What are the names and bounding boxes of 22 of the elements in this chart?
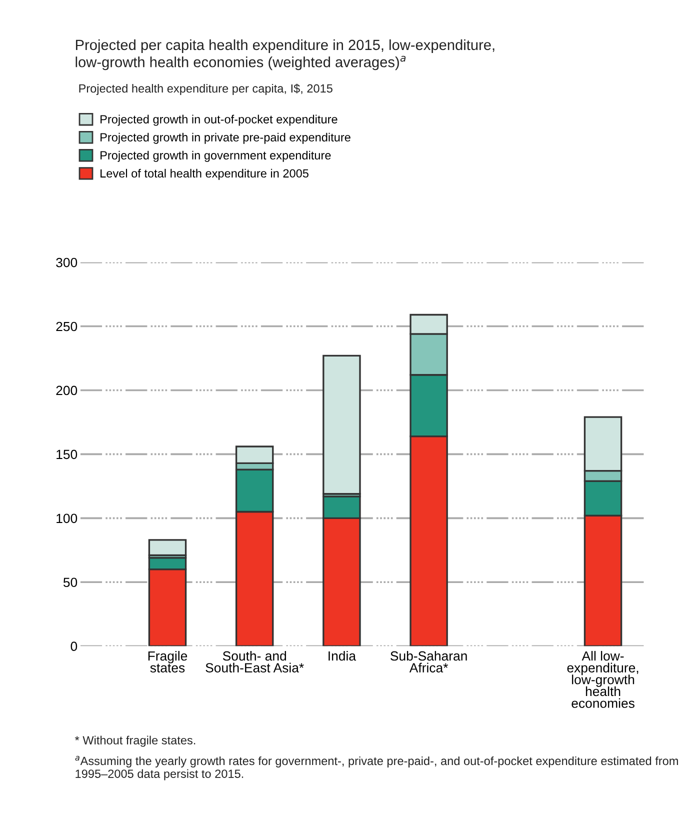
legend-label: Projected growth in government expenditure xyxy=(100,150,331,162)
x-tick-label: India xyxy=(328,650,356,661)
legend-label: Projected growth in out-of-pocket expenditure xyxy=(100,114,338,126)
bar xyxy=(322,354,361,495)
y-tick-label: 150 xyxy=(56,450,78,460)
chart-title: Projected per capita health expenditure in 2015, low-expenditure, low-growth health economies (weighted averages)$^{a}$ xyxy=(76,39,494,70)
legend-label: Level of total health expenditure in 2005 xyxy=(100,168,308,180)
text: Projected health expenditure per capita, I$, 2015 xyxy=(79,84,332,95)
text: $^{a}$Assuming the yearly growth rates for government-, private pre-paid-, and out-of-pocket expenditure estimated from 1995–2005 data persist to 2015. xyxy=(75,756,678,780)
y-tick-label: 250 xyxy=(56,322,78,332)
y-tick-label: 200 xyxy=(56,386,78,396)
x-tick-label: South- and South-East Asia* xyxy=(206,650,304,672)
legend-label: Projected growth in private pre-paid expenditure xyxy=(100,132,350,144)
text: * Without fragile states. xyxy=(74,736,196,747)
bar xyxy=(148,539,187,556)
x-tick-label: Sub-Saharan Africa* xyxy=(390,650,467,672)
x-tick-label: All low- expenditure, low-growth health economies xyxy=(567,650,638,708)
y-tick-label: 300 xyxy=(56,258,78,268)
y-tick-label: 50 xyxy=(63,578,78,588)
x-tick-label: Fragile states xyxy=(148,650,188,672)
y-tick-label: 0 xyxy=(70,642,78,652)
y-tick-label: 100 xyxy=(56,514,78,524)
